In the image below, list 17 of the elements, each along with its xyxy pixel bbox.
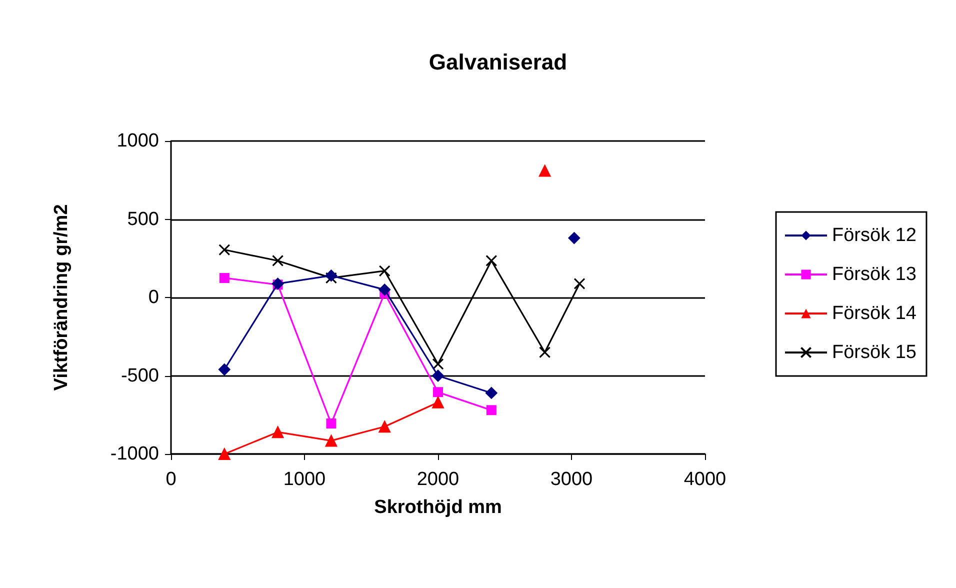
y-tick-label: 1000 <box>116 130 159 152</box>
x-tick-label: 4000 <box>684 469 726 490</box>
legend-label: Försök 14 <box>832 303 917 324</box>
x-tick-label: 0 <box>166 469 176 490</box>
x-tick-label: 1000 <box>283 469 326 490</box>
y-axis-title: Viktförändring gr/m2 <box>51 204 72 391</box>
legend-label: Försök 13 <box>832 264 916 285</box>
legend-label: Försök 12 <box>832 225 916 246</box>
chart-title: Galvaniserad <box>428 50 568 74</box>
y-tick-label: 0 <box>148 287 159 308</box>
y-tick-label: 500 <box>127 208 159 230</box>
x-tick-label: 2000 <box>416 469 460 490</box>
x-axis-title: Skrothöjd mm <box>374 497 502 518</box>
legend-label: Försök 15 <box>832 342 916 363</box>
y-tick-label: -1000 <box>110 444 159 464</box>
y-tick-label: -500 <box>120 365 159 386</box>
x-tick-label: 3000 <box>550 469 593 490</box>
